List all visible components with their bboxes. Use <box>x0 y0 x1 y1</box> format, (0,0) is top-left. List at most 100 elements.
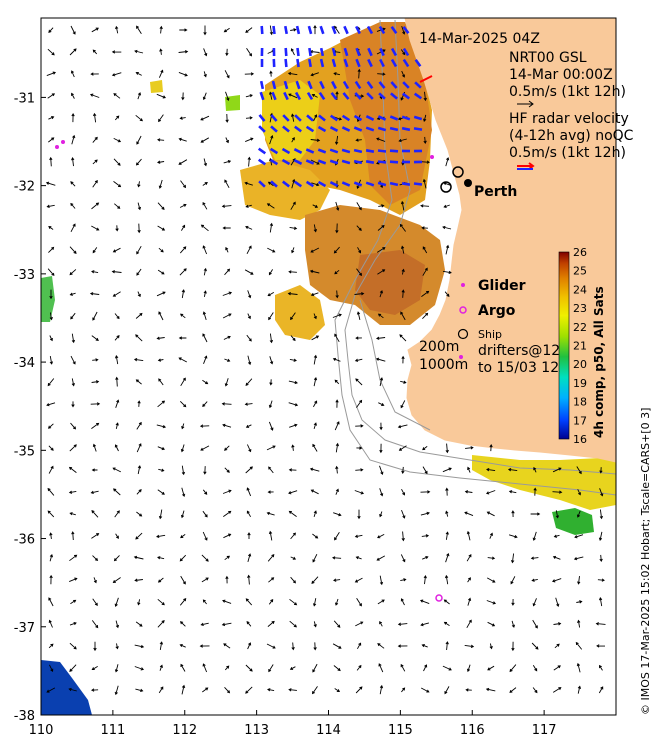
velocity-arrow <box>379 488 384 497</box>
velocity-arrow <box>442 467 452 473</box>
hf-radar-vector <box>401 115 411 121</box>
velocity-arrow <box>401 531 405 542</box>
velocity-arrow <box>157 225 166 231</box>
velocity-arrow <box>202 245 208 255</box>
velocity-arrow <box>135 312 143 319</box>
velocity-arrow <box>379 422 383 431</box>
hf-radar-vector <box>317 125 327 133</box>
velocity-arrow <box>247 642 252 650</box>
velocity-arrow <box>115 225 119 232</box>
velocity-arrow <box>46 71 57 77</box>
velocity-arrow <box>69 444 77 452</box>
velocity-arrow <box>114 444 119 452</box>
velocity-arrow <box>181 487 186 498</box>
contour-1000m-label: 1000m <box>419 357 468 373</box>
velocity-arrow <box>202 531 208 541</box>
velocity-arrow <box>157 446 166 451</box>
velocity-arrow <box>334 333 340 343</box>
velocity-arrow <box>420 204 430 208</box>
velocity-arrow <box>508 490 517 494</box>
velocity-arrow <box>158 114 164 123</box>
velocity-arrow <box>69 664 77 672</box>
velocity-arrow <box>422 446 428 451</box>
velocity-arrow <box>91 335 99 341</box>
hf-radar-vector <box>366 92 374 100</box>
velocity-arrow <box>246 334 252 342</box>
velocity-arrow <box>202 201 208 210</box>
velocity-arrow <box>46 204 55 209</box>
velocity-arrow <box>378 663 384 673</box>
velocity-arrow <box>289 423 298 428</box>
velocity-arrow <box>511 641 515 652</box>
y-axis: -31 -32 -33 -34 -35 -36 -37 -38 <box>14 91 46 724</box>
sst-patch-west-blob <box>275 285 325 340</box>
velocity-arrow <box>310 159 320 165</box>
velocity-arrow <box>555 510 560 519</box>
velocity-arrow <box>532 687 538 694</box>
velocity-arrow <box>245 27 253 33</box>
hf-radar-vector <box>294 91 302 101</box>
velocity-arrow <box>445 641 449 651</box>
velocity-arrow <box>288 270 297 274</box>
hf-radar-vector <box>307 80 313 90</box>
velocity-arrow <box>90 402 101 406</box>
velocity-arrow <box>266 445 276 451</box>
velocity-arrow <box>291 642 295 651</box>
colorbar <box>558 251 570 440</box>
hf-label-1: HF radar velocity <box>509 111 629 127</box>
velocity-arrow <box>334 25 340 34</box>
velocity-arrow <box>134 666 145 671</box>
velocity-arrow <box>202 181 208 186</box>
hf-radar-vector <box>377 181 387 187</box>
velocity-arrow <box>247 355 252 366</box>
velocity-arrow <box>577 489 581 496</box>
velocity-arrow <box>133 357 144 362</box>
velocity-arrow <box>599 664 603 671</box>
velocity-arrow <box>159 48 163 55</box>
velocity-arrow <box>577 619 581 628</box>
velocity-arrow <box>333 512 342 517</box>
velocity-arrow <box>269 333 274 344</box>
velocity-arrow <box>420 490 431 494</box>
hf-radar-vector <box>390 47 398 57</box>
hf-radar-vector <box>329 159 339 165</box>
velocity-arrow <box>156 93 167 99</box>
hf-radar-vector <box>355 25 361 35</box>
velocity-arrow <box>178 159 188 165</box>
hf-radar-vector <box>377 126 387 132</box>
velocity-arrow <box>444 574 449 585</box>
hf-radar-vector <box>282 180 290 188</box>
velocity-arrow <box>181 224 186 231</box>
hf-radar-vector <box>353 114 363 122</box>
velocity-arrow <box>311 335 320 341</box>
y-tick-label: -35 <box>14 444 35 459</box>
velocity-arrow <box>312 598 317 607</box>
velocity-arrow <box>400 311 406 321</box>
velocity-arrow <box>178 357 188 363</box>
argo-legend-icon <box>459 306 467 314</box>
velocity-arrow <box>115 643 119 650</box>
velocity-arrow <box>137 465 142 475</box>
hf-radar-vector <box>355 58 361 68</box>
velocity-arrow <box>467 577 471 583</box>
velocity-arrow <box>576 466 582 475</box>
hf-label-2: (4-12h avg) noQC <box>509 128 634 144</box>
velocity-arrow <box>223 159 232 164</box>
velocity-arrow <box>310 138 321 142</box>
velocity-arrow <box>224 358 231 362</box>
hf-radar-vector <box>331 80 337 90</box>
velocity-arrow <box>290 335 296 342</box>
velocity-arrow <box>379 465 384 476</box>
velocity-arrow <box>489 532 493 539</box>
velocity-arrow <box>599 509 604 520</box>
hf-radar-vector <box>341 114 351 122</box>
contour-200m-label: 200m <box>419 339 459 355</box>
hf-radar-vector <box>258 114 266 122</box>
velocity-arrow <box>156 424 167 429</box>
velocity-arrow <box>114 313 120 320</box>
velocity-arrow <box>114 685 119 696</box>
velocity-arrow <box>290 113 295 122</box>
velocity-arrow <box>379 620 383 627</box>
velocity-arrow <box>136 268 142 276</box>
